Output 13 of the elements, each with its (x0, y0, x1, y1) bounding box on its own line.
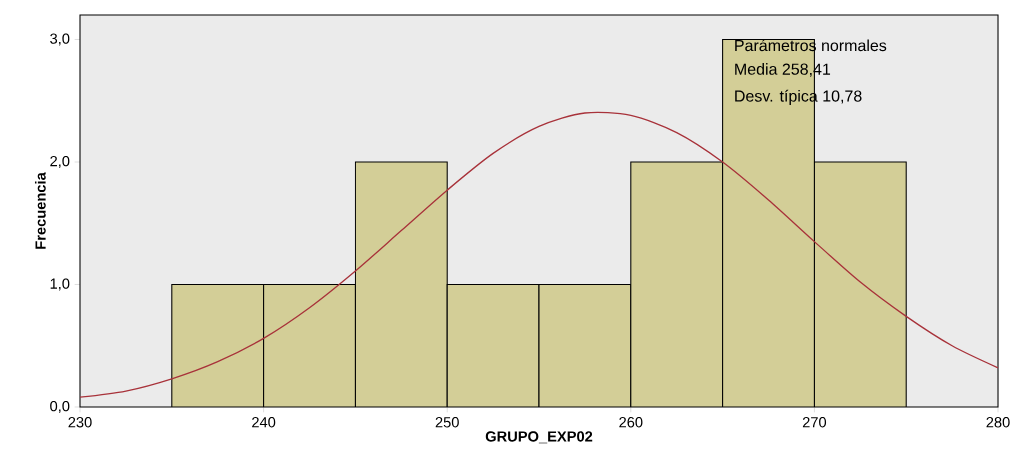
x-tick-label: 250 (435, 417, 459, 428)
x-tick-label: 280 (986, 417, 1010, 428)
x-axis-title: GRUPO_EXP02 (485, 431, 593, 444)
y-tick-label: 1,0 (50, 278, 70, 291)
y-tick-label: 0,0 (50, 400, 70, 414)
x-tick-label: 240 (252, 417, 276, 428)
y-tick-label: 3,0 (50, 33, 70, 46)
y-axis-title: Frecuencia (34, 172, 46, 249)
x-tick-label: 230 (68, 417, 92, 428)
y-tick-label: 2,0 (50, 155, 70, 169)
x-tick-label: 260 (619, 417, 643, 428)
line-series (80, 111, 999, 398)
x-tick-label: 270 (802, 417, 827, 428)
